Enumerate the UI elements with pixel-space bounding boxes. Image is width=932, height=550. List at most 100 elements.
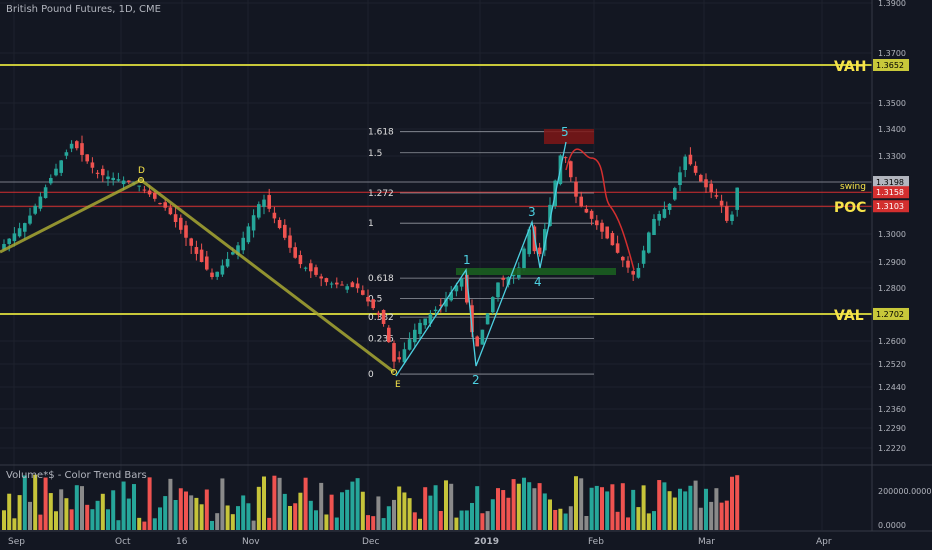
- candle-body: [361, 290, 365, 295]
- candle-body: [324, 278, 329, 283]
- candle-body: [605, 226, 609, 239]
- candle-body: [225, 258, 230, 267]
- y-tick-label: 1.3000: [878, 230, 906, 239]
- volume-bar: [558, 508, 563, 530]
- volume-bar: [298, 492, 303, 530]
- candle-body: [75, 141, 79, 149]
- volume-bar: [251, 520, 256, 530]
- volume-bar: [662, 482, 667, 530]
- volume-bar: [449, 483, 454, 530]
- candle-body: [350, 282, 355, 288]
- volume-bar: [418, 518, 422, 530]
- y-tick-label: 1.2360: [878, 405, 906, 414]
- price-tag: [873, 186, 909, 199]
- candle-body: [90, 162, 95, 168]
- volume-bar: [605, 491, 610, 530]
- candle-body: [574, 181, 578, 197]
- volume-bar: [324, 514, 329, 530]
- candle-body: [121, 180, 126, 185]
- candle-body: [725, 206, 729, 221]
- volume-bar: [7, 493, 12, 530]
- candle-body: [657, 214, 661, 221]
- candle-body: [17, 228, 22, 237]
- candle-body: [423, 318, 427, 326]
- x-tick-label: Nov: [242, 537, 260, 547]
- volume-bar: [54, 511, 58, 530]
- candle-body: [511, 274, 516, 277]
- candle-body: [735, 187, 739, 210]
- volume-bar: [610, 484, 615, 530]
- volume-bar: [709, 501, 714, 530]
- candle-body: [465, 273, 469, 303]
- candle-body: [80, 143, 84, 155]
- price-tag-label: 1.2702: [876, 310, 904, 319]
- candle-body: [402, 349, 407, 363]
- candle-body: [251, 215, 256, 231]
- candle-body: [194, 247, 199, 254]
- volume-bar: [683, 491, 688, 530]
- volume-bar: [485, 511, 490, 530]
- volume-bar: [657, 480, 662, 530]
- candle-body: [277, 220, 282, 229]
- candle-body: [615, 243, 620, 253]
- x-tick-label: Mar: [698, 537, 715, 547]
- volume-bar: [542, 493, 547, 530]
- volume-bar: [178, 488, 183, 530]
- volume-bar: [262, 476, 266, 530]
- candle-body: [173, 214, 178, 222]
- volume-bar: [100, 493, 105, 530]
- fib-ratio-label: 1.272: [368, 189, 394, 199]
- candle-body: [101, 168, 105, 176]
- volume-bar: [553, 509, 558, 530]
- y-tick-label: 1.2520: [878, 360, 906, 369]
- candle-body: [293, 247, 297, 258]
- volume-title: Volume*$ - Color Trend Bars: [6, 470, 147, 481]
- volume-bar: [210, 520, 214, 530]
- candlesticks: [2, 135, 739, 369]
- candle-body: [205, 256, 209, 270]
- volume-bar: [293, 503, 298, 530]
- candle-body: [392, 343, 396, 362]
- volume-bar: [412, 512, 417, 530]
- candle-body: [137, 185, 141, 187]
- volume-bar: [615, 511, 620, 530]
- volume-bar: [314, 510, 318, 530]
- volume-bar: [548, 499, 552, 530]
- volume-bar: [360, 491, 365, 530]
- volume-bar: [516, 483, 521, 530]
- volume-bar: [407, 498, 412, 530]
- candle-body: [38, 196, 43, 209]
- wave-label: 2: [472, 373, 480, 387]
- volume-bar: [147, 477, 152, 530]
- volume-bar: [652, 511, 656, 530]
- candle-body: [241, 237, 245, 251]
- pattern-label-e: E: [395, 380, 401, 390]
- volume-bar: [121, 481, 126, 530]
- volume-bar: [506, 497, 511, 530]
- volume-bar: [329, 494, 334, 530]
- candle-body: [719, 200, 724, 206]
- price-tag-label: 1.3103: [876, 202, 904, 211]
- candle-body: [543, 229, 547, 251]
- fib-ratio-label: 1.5: [368, 149, 382, 159]
- volume-bar: [402, 492, 407, 530]
- volume-bar: [454, 517, 459, 530]
- volume-bar: [496, 488, 500, 530]
- volume-bar: [688, 485, 693, 530]
- fibonacci-levels: 1.618 1.5 1.272 1 0.618 0.5 0.382 0.236 0: [368, 128, 594, 380]
- volume-bar: [392, 499, 396, 530]
- volume-bar: [2, 510, 6, 530]
- candle-body: [262, 199, 266, 207]
- volume-bar: [230, 514, 235, 530]
- volume-bar: [532, 488, 537, 530]
- harmonic-pattern-line: [0, 178, 395, 374]
- volume-bar: [470, 502, 474, 530]
- volume-bar: [579, 478, 584, 530]
- price-tag: [873, 176, 909, 189]
- candle-body: [116, 179, 121, 181]
- x-tick-label: 2019: [474, 537, 499, 547]
- volume-bar: [246, 503, 251, 530]
- candle-body: [548, 204, 552, 226]
- candle-body: [257, 204, 261, 218]
